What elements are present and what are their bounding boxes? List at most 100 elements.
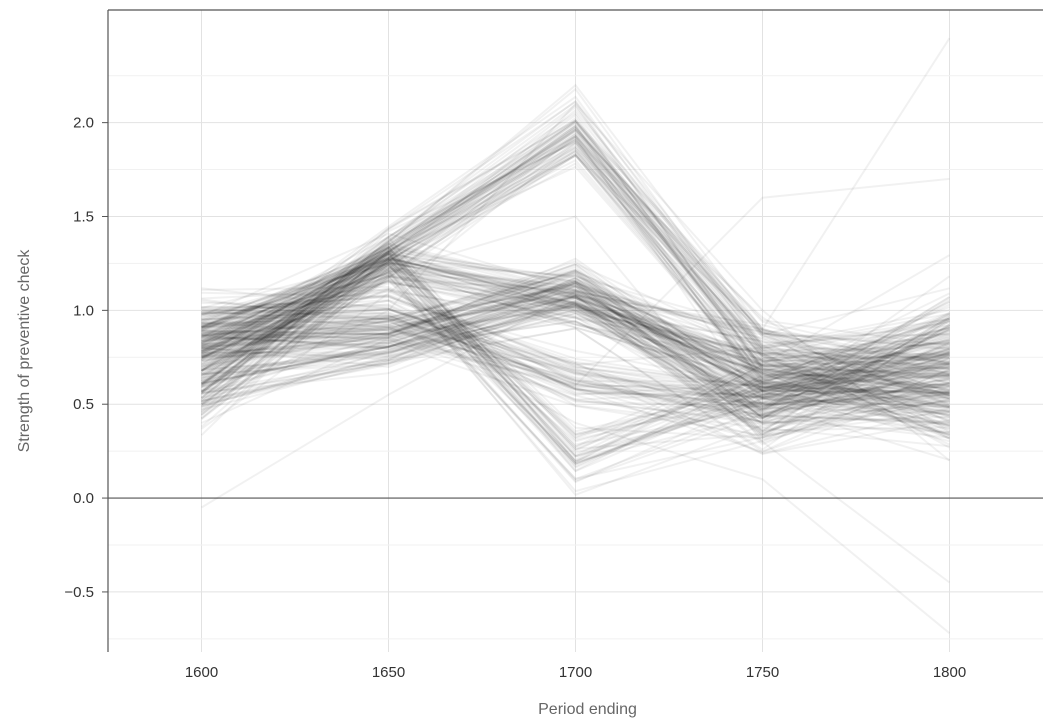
series-line: [200, 95, 950, 362]
series-line: [200, 83, 950, 406]
series-line: [201, 286, 951, 412]
series-line: [201, 269, 950, 370]
series-line: [201, 256, 950, 363]
series-line: [201, 284, 951, 440]
series-line: [201, 327, 950, 453]
series-line: [200, 87, 950, 387]
series-line: [201, 295, 950, 444]
series-line: [201, 287, 950, 399]
series-line: [200, 121, 950, 393]
series-line: [201, 271, 950, 461]
series-line: [201, 260, 950, 398]
series-line: [201, 279, 950, 405]
series-line: [201, 303, 950, 424]
series-line: [200, 260, 950, 450]
series-line: [200, 128, 950, 440]
series-line: [201, 293, 950, 382]
series-line: [201, 279, 950, 480]
series-line: [200, 154, 950, 406]
series-line: [201, 258, 950, 351]
series-line: [201, 259, 950, 454]
series-line: [200, 129, 950, 399]
series-line: [201, 294, 950, 419]
series-line: [201, 317, 950, 424]
series-line: [201, 285, 950, 412]
series-line: [200, 246, 950, 440]
series-line: [201, 269, 950, 463]
series-line: [201, 291, 950, 389]
series-line: [201, 280, 950, 427]
series-line: [201, 250, 950, 387]
y-tick-label: 0.5: [73, 396, 94, 413]
series-line: [200, 151, 950, 394]
series-line: [201, 311, 950, 416]
series-line: [201, 285, 950, 409]
series-line: [201, 275, 950, 400]
series-line: [201, 289, 950, 392]
series-line: [201, 290, 950, 388]
series-line: [201, 277, 950, 396]
series-line: [201, 242, 950, 413]
series-line: [201, 271, 950, 434]
series-line: [201, 323, 950, 398]
series-line: [201, 269, 950, 419]
series-line: [201, 276, 950, 432]
series-line: [201, 256, 950, 387]
series-line: [200, 135, 950, 399]
series-line: [200, 154, 950, 416]
series-line: [201, 324, 950, 411]
series-line: [201, 308, 950, 413]
series-line: [201, 245, 950, 370]
series-line: [201, 261, 950, 363]
series-line: [201, 262, 950, 349]
series-line: [200, 119, 950, 414]
series-line: [201, 301, 950, 436]
series-line: [201, 320, 950, 412]
series-line: [201, 257, 950, 440]
y-tick-labels: 2.0 1.5 1.0 0.5 0.0 −0.5: [64, 115, 108, 601]
series-line: [200, 260, 950, 465]
series-line: [201, 341, 950, 437]
series-line: [201, 272, 950, 399]
series-line: [201, 307, 950, 413]
series-line: [200, 135, 950, 396]
series-line: [201, 296, 951, 413]
series-line: [201, 272, 950, 420]
series-line: [201, 283, 950, 393]
series-line: [201, 315, 950, 433]
series-line: [201, 308, 950, 391]
series-line: [201, 314, 950, 455]
series-line: [201, 292, 950, 408]
series-line: [200, 149, 950, 436]
x-tick-label: 1650: [372, 664, 405, 681]
series-line: [201, 262, 950, 367]
series-line: [201, 253, 950, 435]
series-line: [200, 149, 950, 414]
series-line: [201, 274, 950, 493]
series-line: [201, 265, 950, 375]
series-line: [201, 268, 950, 393]
series-line: [201, 278, 950, 424]
series-line: [201, 273, 950, 413]
series-line: [201, 309, 950, 399]
series-line: [201, 256, 950, 448]
series-line: [201, 304, 950, 380]
series-line: [200, 116, 950, 388]
series-line: [201, 322, 950, 423]
series-line: [200, 153, 950, 420]
series-group: [200, 37, 951, 634]
series-line: [200, 134, 950, 408]
series-line: [201, 260, 950, 398]
series-line: [200, 124, 950, 420]
series-line: [200, 139, 951, 433]
series-line: [201, 317, 950, 455]
series-line: [200, 105, 950, 372]
series-line: [201, 273, 950, 484]
series-line: [200, 103, 950, 393]
series-line: [201, 274, 950, 400]
series-line: [200, 137, 950, 417]
series-line: [201, 253, 950, 436]
series-line: [201, 311, 950, 408]
series-line: [200, 119, 950, 373]
series-line: [201, 307, 950, 435]
